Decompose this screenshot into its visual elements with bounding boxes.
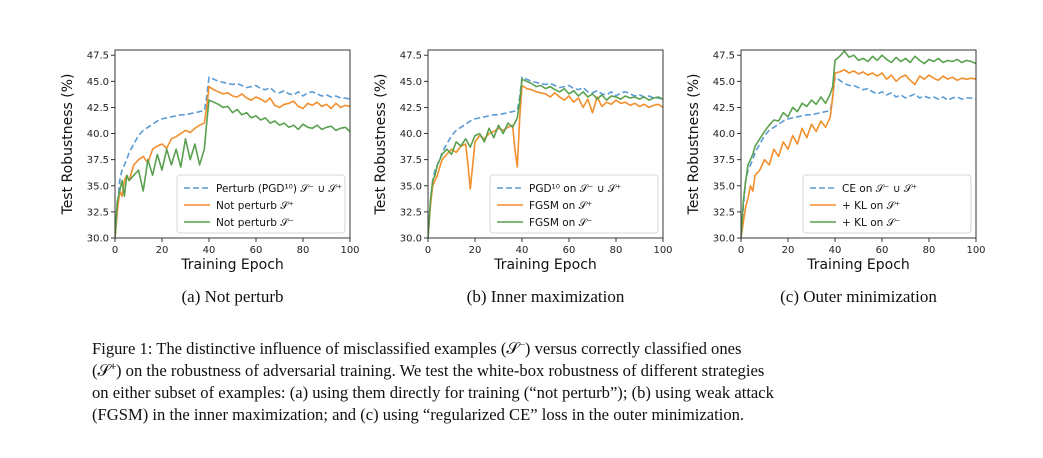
- legend: Perturb (PGD¹⁰) 𝒮⁻ ∪ 𝒮⁺ Not perturb 𝒮⁺ Not…: [176, 174, 346, 234]
- x-axis-label: Training Epoch: [806, 257, 910, 273]
- x-tick-label: 40: [829, 245, 842, 256]
- legend-label-2: Not perturb 𝒮⁻: [216, 217, 294, 229]
- y-tick-label: 30.0: [87, 234, 109, 245]
- x-tick-label: 60: [876, 245, 889, 256]
- x-tick-label: 0: [738, 245, 744, 256]
- x-tick-label: 60: [563, 245, 576, 256]
- y-tick-label: 30.0: [713, 234, 735, 245]
- legend: PGD¹⁰ on 𝒮⁻ ∪ 𝒮⁺ FGSM on 𝒮⁺ FGSM on 𝒮⁻: [489, 174, 659, 234]
- y-tick-label: 45.0: [87, 77, 109, 88]
- y-tick-label: 35.0: [87, 181, 109, 192]
- legend-label-0: PGD¹⁰ on 𝒮⁻ ∪ 𝒮⁺: [529, 183, 621, 195]
- y-tick-label: 37.5: [87, 155, 109, 166]
- chart-panel-a: 30.0 32.5 35.0 37.5 40.0 42.5 45.0 47.5 0 20 40 60 8…: [45, 30, 390, 280]
- y-tick-label: 40.0: [87, 129, 109, 140]
- figure-caption: Figure 1: The distinctive influence of m…: [92, 338, 997, 426]
- plot-frame: [114, 49, 351, 239]
- subcaption-a: (a) Not perturb: [181, 287, 284, 306]
- chart-b: 30.0 32.5 35.0 37.5 40.0 42.5 45.0 47.5 0 20 40 60 8…: [373, 49, 673, 273]
- subcaption-b: (b) Inner maximization: [466, 287, 625, 306]
- x-axis-label: Training Epoch: [493, 257, 597, 273]
- y-tick-label: 32.5: [400, 207, 422, 218]
- x-tick-label: 0: [112, 245, 118, 256]
- y-tick-label: 37.5: [713, 155, 735, 166]
- legend: CE on 𝒮⁻ ∪ 𝒮⁺ + KL on 𝒮⁺ + KL on 𝒮⁻: [802, 174, 972, 234]
- series-line-2: [741, 50, 976, 238]
- caption-line: (𝒮⁺) on the robustness of adversarial tr…: [92, 361, 765, 380]
- x-tick-label: 80: [297, 245, 310, 256]
- series-line-2: [428, 78, 663, 238]
- caption-line: Figure 1: The distinctive influence of m…: [92, 339, 742, 358]
- y-tick-label: 40.0: [713, 129, 735, 140]
- legend-label-1: Not perturb 𝒮⁺: [216, 200, 294, 212]
- y-tick-label: 30.0: [400, 234, 422, 245]
- series-line-0: [428, 76, 663, 238]
- x-tick-label: 40: [203, 245, 216, 256]
- plot-frame: [740, 49, 977, 239]
- series-line-1: [115, 85, 350, 238]
- legend-box: [176, 174, 346, 234]
- chart-panel-b: 30.0 32.5 35.0 37.5 40.0 42.5 45.0 47.5 0 20 40 60 8…: [358, 30, 703, 280]
- legend-label-2: FGSM on 𝒮⁻: [529, 217, 592, 229]
- y-tick-label: 35.0: [713, 181, 735, 192]
- legend-label-0: Perturb (PGD¹⁰) 𝒮⁻ ∪ 𝒮⁺: [216, 183, 342, 195]
- series-line-0: [741, 76, 976, 238]
- y-tick-label: 42.5: [400, 103, 422, 114]
- x-tick-label: 100: [340, 245, 359, 256]
- series-line-0: [115, 76, 350, 238]
- y-tick-label: 40.0: [400, 129, 422, 140]
- legend-label-2: + KL on 𝒮⁻: [842, 217, 900, 229]
- series-line-1: [428, 84, 663, 238]
- x-tick-label: 100: [653, 245, 672, 256]
- y-tick-label: 32.5: [713, 207, 735, 218]
- y-tick-label: 45.0: [713, 77, 735, 88]
- series-line-1: [741, 68, 976, 238]
- y-tick-label: 45.0: [400, 77, 422, 88]
- legend-box: [489, 174, 659, 234]
- caption-line: (FGSM) in the inner maximization; and (c…: [92, 405, 745, 424]
- y-tick-label: 35.0: [400, 181, 422, 192]
- chart-a: 30.0 32.5 35.0 37.5 40.0 42.5 45.0 47.5 0 20 40 60 8…: [60, 49, 360, 273]
- legend-box: [802, 174, 972, 234]
- subcaption-c: (c) Outer minimization: [780, 287, 937, 306]
- series-line-2: [115, 99, 350, 238]
- x-tick-label: 80: [923, 245, 936, 256]
- legend-label-1: FGSM on 𝒮⁺: [529, 200, 592, 212]
- x-tick-label: 20: [469, 245, 482, 256]
- chart-c: 30.0 32.5 35.0 37.5 40.0 42.5 45.0 47.5 0 20 40 60 8…: [686, 49, 986, 273]
- x-tick-label: 0: [425, 245, 431, 256]
- x-tick-label: 20: [782, 245, 795, 256]
- y-axis-label: Test Robustness (%): [373, 74, 389, 216]
- y-tick-label: 47.5: [713, 51, 735, 62]
- x-tick-label: 100: [966, 245, 985, 256]
- chart-panel-c: 30.0 32.5 35.0 37.5 40.0 42.5 45.0 47.5 0 20 40 60 8…: [671, 30, 1016, 280]
- x-tick-label: 40: [516, 245, 529, 256]
- x-tick-label: 60: [250, 245, 263, 256]
- y-tick-label: 32.5: [87, 207, 109, 218]
- legend-label-0: CE on 𝒮⁻ ∪ 𝒮⁺: [842, 183, 917, 195]
- y-tick-label: 47.5: [87, 51, 109, 62]
- y-axis-label: Test Robustness (%): [60, 74, 76, 216]
- caption-line: on either subset of examples: (a) using …: [92, 383, 774, 402]
- y-tick-label: 37.5: [400, 155, 422, 166]
- x-tick-label: 20: [156, 245, 169, 256]
- y-tick-label: 42.5: [87, 103, 109, 114]
- x-tick-label: 80: [610, 245, 623, 256]
- plot-frame: [427, 49, 664, 239]
- x-axis-label: Training Epoch: [180, 257, 284, 273]
- y-axis-label: Test Robustness (%): [686, 74, 702, 216]
- y-tick-label: 42.5: [713, 103, 735, 114]
- legend-label-1: + KL on 𝒮⁺: [842, 200, 900, 212]
- y-tick-label: 47.5: [400, 51, 422, 62]
